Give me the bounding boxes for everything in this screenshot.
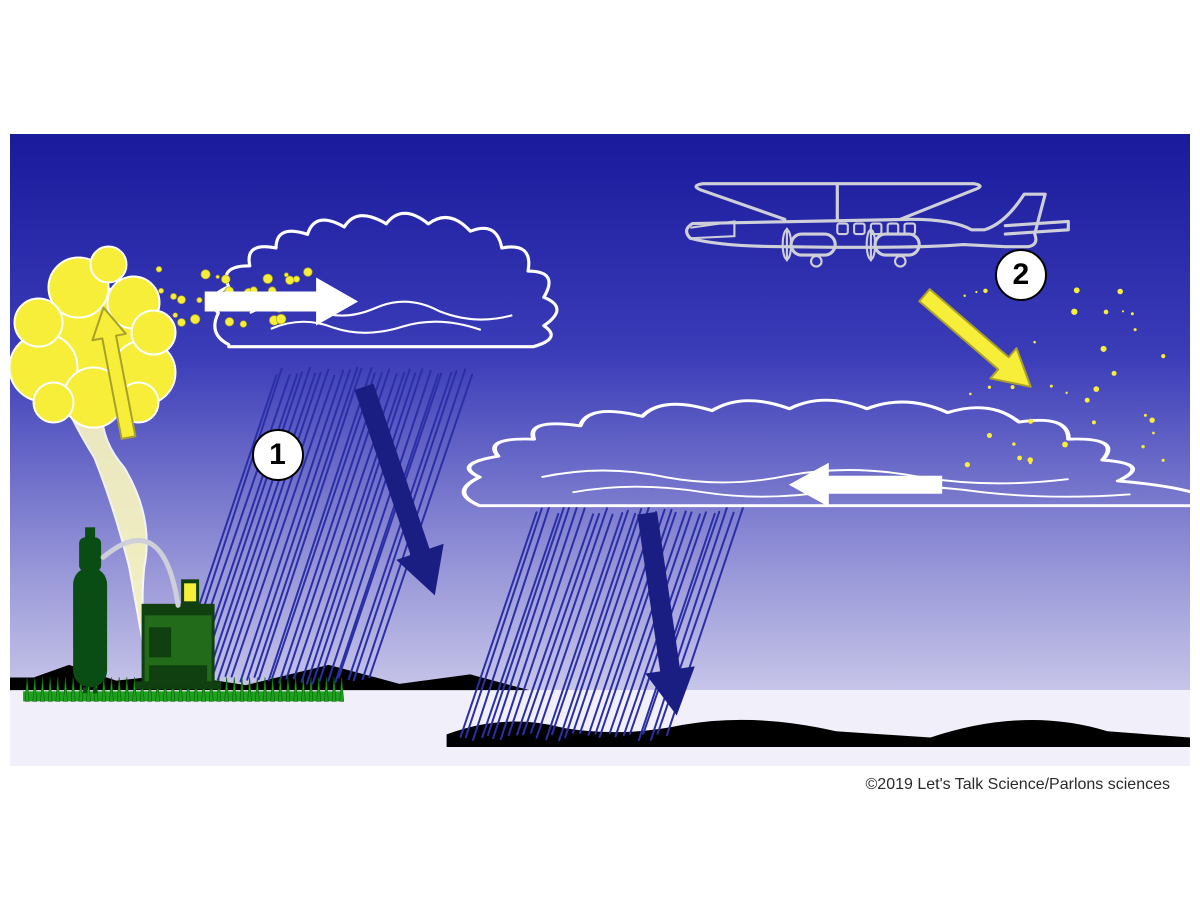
page: 1 2 ©2019 Let's Talk Science/Parlons sci… <box>0 0 1200 900</box>
ground-generator <box>23 527 344 701</box>
panel-clip <box>10 134 1190 766</box>
cloud-right <box>464 400 1190 505</box>
wind-arrow-right <box>789 463 942 507</box>
copyright-text: ©2019 Let's Talk Science/Parlons science… <box>866 776 1171 794</box>
cloud-seeding-diagram: 1 2 ©2019 Let's Talk Science/Parlons sci… <box>10 134 1190 766</box>
sky-gradient <box>10 134 1190 766</box>
step-badge-2: 2 <box>995 249 1047 301</box>
rain-arrow-right <box>622 510 701 719</box>
cloud-left <box>212 213 557 346</box>
wind-arrow-left <box>205 277 358 325</box>
rain-arrow-left <box>340 379 458 604</box>
step-badge-1-label: 1 <box>269 438 286 472</box>
step-badge-1: 1 <box>252 429 304 481</box>
rain <box>461 507 743 740</box>
rain <box>174 368 472 684</box>
updraft-arrow <box>87 304 145 440</box>
step-badge-2-label: 2 <box>1013 258 1030 292</box>
diagram-svg <box>10 134 1190 766</box>
hills-left <box>10 665 529 690</box>
foreground-haze-band <box>10 690 1190 766</box>
airplane-seeds <box>911 280 1165 467</box>
hills-right <box>447 720 1190 747</box>
